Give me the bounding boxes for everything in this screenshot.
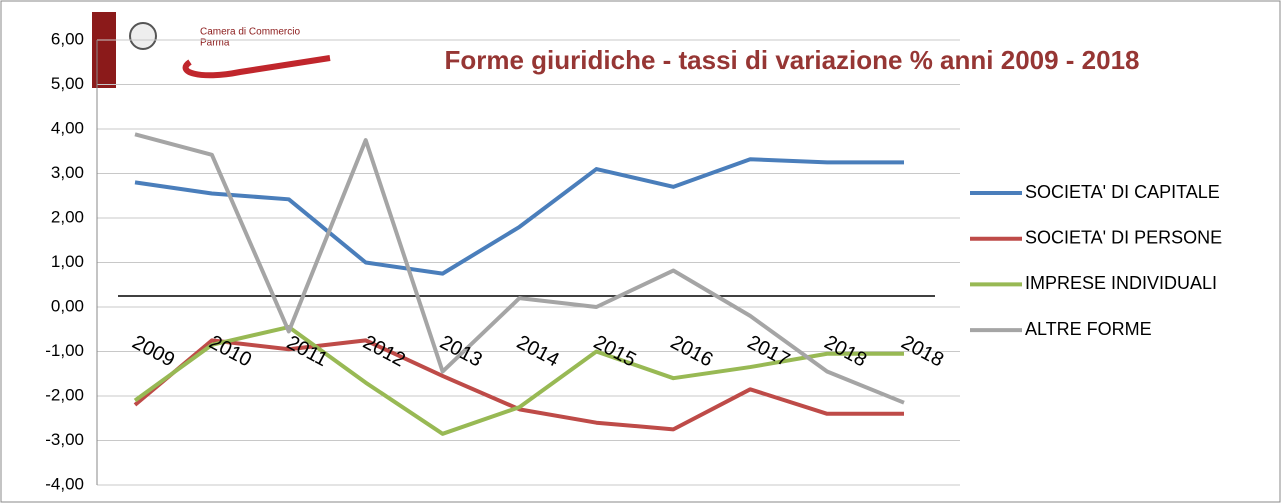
y-tick-label: -2,00 (45, 385, 84, 404)
logo-band (92, 12, 116, 88)
legend-label: SOCIETA' DI PERSONE (1025, 227, 1222, 247)
y-tick-label: -1,00 (45, 341, 84, 360)
y-tick-label: 3,00 (51, 163, 84, 182)
y-tick-label: 0,00 (51, 296, 84, 315)
series-line (133, 338, 904, 432)
legend-label: IMPRESE INDIVIDUALI (1025, 273, 1217, 293)
legend-label: ALTRE FORME (1025, 319, 1152, 339)
legend-label: SOCIETA' DI CAPITALE (1025, 182, 1220, 202)
logo-text: Parma (200, 38, 230, 49)
y-tick-label: 1,00 (51, 252, 84, 271)
series-line (133, 325, 904, 436)
logo-text: Camera di Commercio (200, 27, 300, 38)
series-line (134, 132, 905, 405)
y-tick-label: 4,00 (51, 118, 84, 137)
chart-title: Forme giuridiche - tassi di variazione %… (444, 45, 1139, 75)
y-tick-label: -3,00 (45, 430, 84, 449)
y-tick-label: 5,00 (51, 74, 84, 93)
logo-swoosh (182, 55, 331, 79)
series-line (134, 157, 904, 276)
y-tick-label: 2,00 (51, 207, 84, 226)
y-tick-label: 6,00 (51, 29, 84, 48)
logo-seal (129, 22, 157, 50)
y-tick-label: -4,00 (45, 474, 84, 493)
